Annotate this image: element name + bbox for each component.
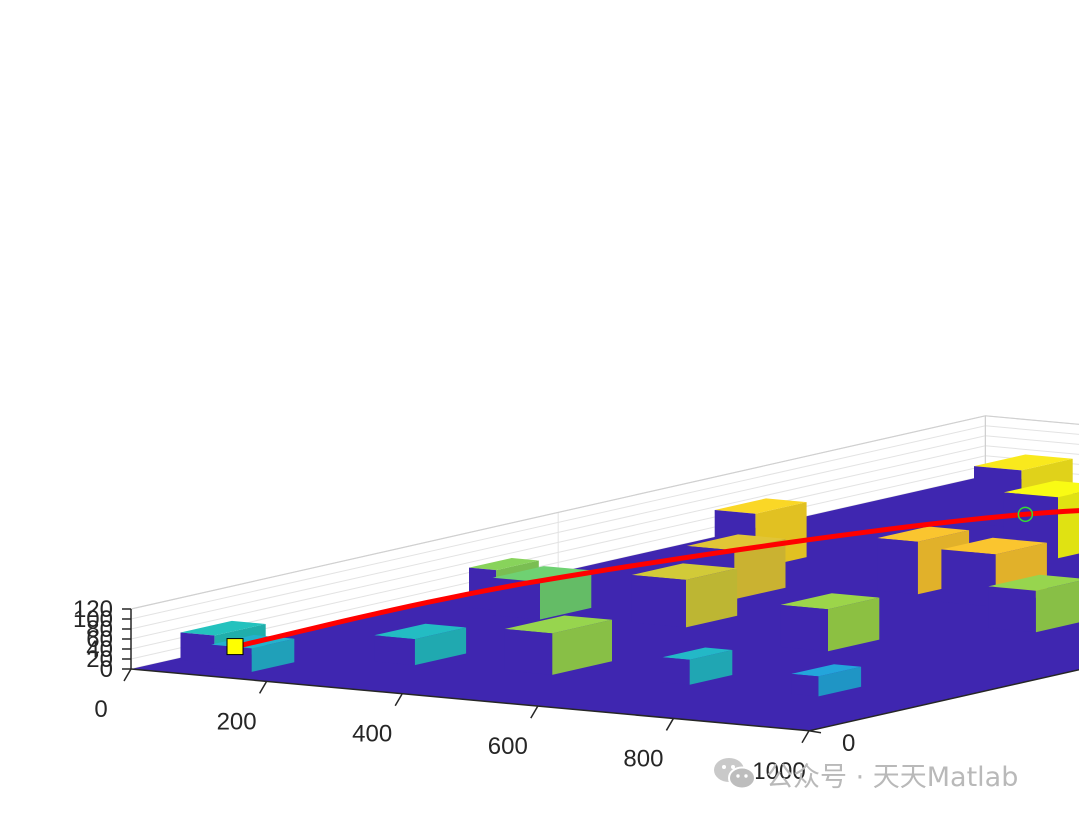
obstacle-top [374,623,467,640]
y-tick-label: 0 [842,730,855,757]
obstacle-front [780,604,828,652]
z-tick-label: 20 [86,646,113,673]
start-marker [226,638,244,656]
obstacle-side [414,627,467,666]
axis-layer: 0204060801001200200400600800100005001000 [73,596,1079,785]
obstacle-front [662,657,690,685]
obstacle-bar [791,664,862,697]
x-tick [123,668,132,682]
obstacle-side [552,619,612,675]
y-axis-line [808,668,1079,732]
x-tick-label: 200 [217,708,257,735]
watermark: 公众号 · 天天Matlab [712,754,1018,794]
obstacle-bar [504,615,612,675]
x-tick [258,680,268,694]
obstacle-front [504,629,553,675]
wechat-icon [714,758,756,790]
x-tick-label: 400 [352,721,392,748]
x-tick [394,693,403,707]
obstacle-top [941,537,1047,555]
obstacle-side [734,538,786,600]
obstacle-top [686,534,786,551]
obstacle-bar [631,563,738,628]
bars-layer [180,454,1079,697]
x-tick-label: 800 [623,745,663,772]
obstacle-bar [662,647,733,685]
obstacle-top [631,563,738,580]
x-tick [665,718,675,731]
obstacle-front [988,586,1036,633]
x-tick [530,705,539,719]
z-tick-label: 100 [73,606,113,633]
obstacle-side [818,666,862,697]
floor-layer [131,475,1079,731]
x-axis-line [130,668,810,732]
obstacle-top [877,526,970,542]
z-tick-label: 0 [100,656,113,683]
obstacle-top [662,647,733,660]
obstacle-side [689,650,733,685]
z-tick-label: 120 [73,596,113,623]
obstacle-front [631,575,686,628]
obstacle-top [180,620,266,636]
z-tick-label: 40 [86,636,113,663]
z-tick-label: 60 [86,626,113,653]
flight-path [232,508,1079,650]
obstacle-top [492,566,592,582]
x-tick [801,730,810,744]
obstacle-front [877,538,918,595]
z-tick-label: 80 [86,616,113,643]
obstacle-top [988,574,1079,591]
box-edge [130,415,1079,610]
obstacle-side [1035,580,1079,633]
obstacle-top [469,558,539,571]
y-tick [808,730,822,734]
floor-surface [131,475,1079,731]
x-tick-label: 600 [488,733,528,760]
obstacle-top [714,498,807,514]
obstacle-top [504,615,612,634]
obstacle-side [685,568,738,628]
obstacle-top [780,593,880,610]
obstacle-side [828,597,880,652]
obstacle-bar [780,593,880,652]
obstacle-bar [988,574,1079,633]
obstacle-front [791,673,819,697]
obstacle-front [374,635,415,666]
obstacle-side [540,570,592,620]
x-tick-label: 1000 [752,758,805,785]
obstacle-bar [374,623,467,666]
watermark-text: 公众号 · 天天Matlab [766,761,1019,793]
x-tick-label: 0 [94,696,107,723]
obstacle-front [941,549,996,607]
obstacle-side [251,638,295,672]
path-layer [226,506,1079,656]
waypoint-marker [1017,506,1034,523]
obstacle-side [1058,492,1079,559]
obstacle-front [180,632,215,663]
obstacle-top [791,664,862,677]
obstacle-top [1003,480,1079,498]
obstacle-top [974,454,1073,471]
